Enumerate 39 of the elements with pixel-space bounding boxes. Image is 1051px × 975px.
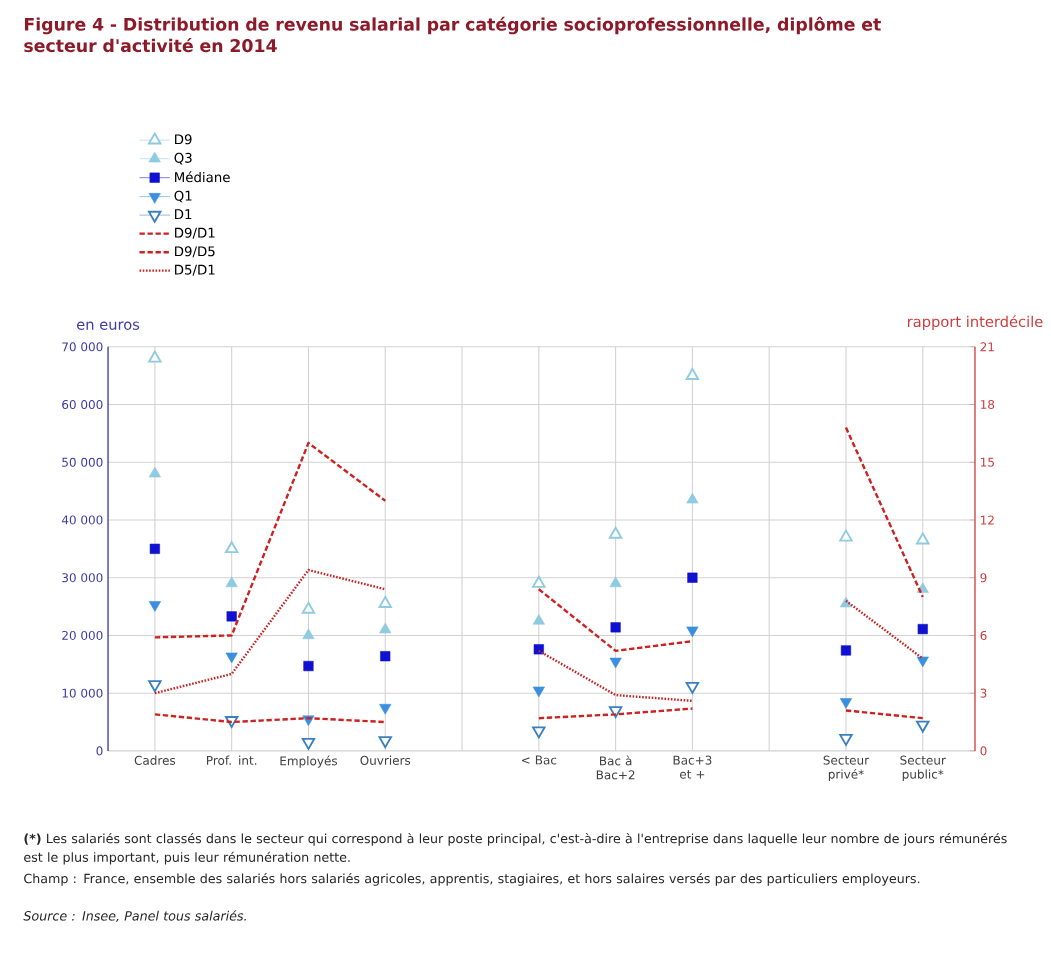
x-tick-label: Prof. int. (207, 755, 257, 765)
y2-tick-label: 6 (980, 630, 987, 640)
y-tick-label: 30 000 (62, 573, 103, 583)
x-tick-label: Cadres (134, 755, 176, 765)
legend-label: D1 (175, 209, 192, 219)
x-tick-label: Secteur privé* (823, 755, 870, 782)
legend-label: Médiane (175, 171, 230, 183)
legend-label: Q1 (174, 190, 192, 203)
x-tick-label: Secteur public* (900, 755, 946, 782)
chart-title: Figure 4 - Distribution de revenu salarial par catégorie socioprofessionnelle, diplôme et secteur d'activité en 2014 (24, 16, 881, 53)
source-note: Source : Insee, Panel tous salariés. (23, 910, 246, 922)
y-tick-label: 10 000 (62, 688, 103, 698)
text: Champ : France, ensemble des salariés hors salariés agricoles, apprentis, stagiaires, et hors salaires versés par des particuliers employeurs. (24, 872, 920, 886)
x-tick-label: < Bac (521, 755, 557, 765)
legend-label: D9/D1 (175, 227, 215, 239)
text: (*) Les salariés sont classés dans le secteur qui correspond à leur poste principal, c'est-à-dire à l'entreprise dans laquelle leur nombre de jours rémunérés est le plus important, puis leur rémunération nette. (24, 832, 1007, 865)
y-tick-label: 40 000 (61, 515, 103, 525)
y-tick-label: 20 000 (62, 630, 103, 640)
y-tick-label: 70 000 (62, 342, 103, 352)
legend-label: Q3 (174, 152, 192, 165)
y2-tick-label: 3 (980, 688, 987, 698)
x-tick-label: Employés (280, 755, 338, 768)
y-tick-label: 50 000 (62, 457, 103, 467)
y2-tick-label: 21 (980, 342, 994, 352)
y-tick-label: 60 000 (62, 399, 103, 410)
x-tick-label: Bac+3 et + (673, 755, 712, 779)
y2-tick-label: 9 (980, 573, 987, 583)
y2-tick-label: 18 (981, 399, 995, 410)
y2-axis-title: rapport interdécile (908, 315, 1043, 330)
legend-label: D9 (175, 134, 192, 145)
y-axis-title: en euros (77, 321, 140, 330)
y2-tick-label: 15 (981, 457, 994, 467)
y-tick-label: 0 (96, 746, 103, 756)
legend-label: D5/D1 (175, 264, 215, 276)
x-tick-label: Bac à Bac+2 (596, 755, 635, 780)
y2-tick-label: 0 (980, 746, 987, 756)
y2-tick-label: 12 (981, 515, 994, 525)
x-tick-label: Ouvriers (360, 755, 411, 765)
legend-label: D9/D5 (175, 246, 215, 258)
